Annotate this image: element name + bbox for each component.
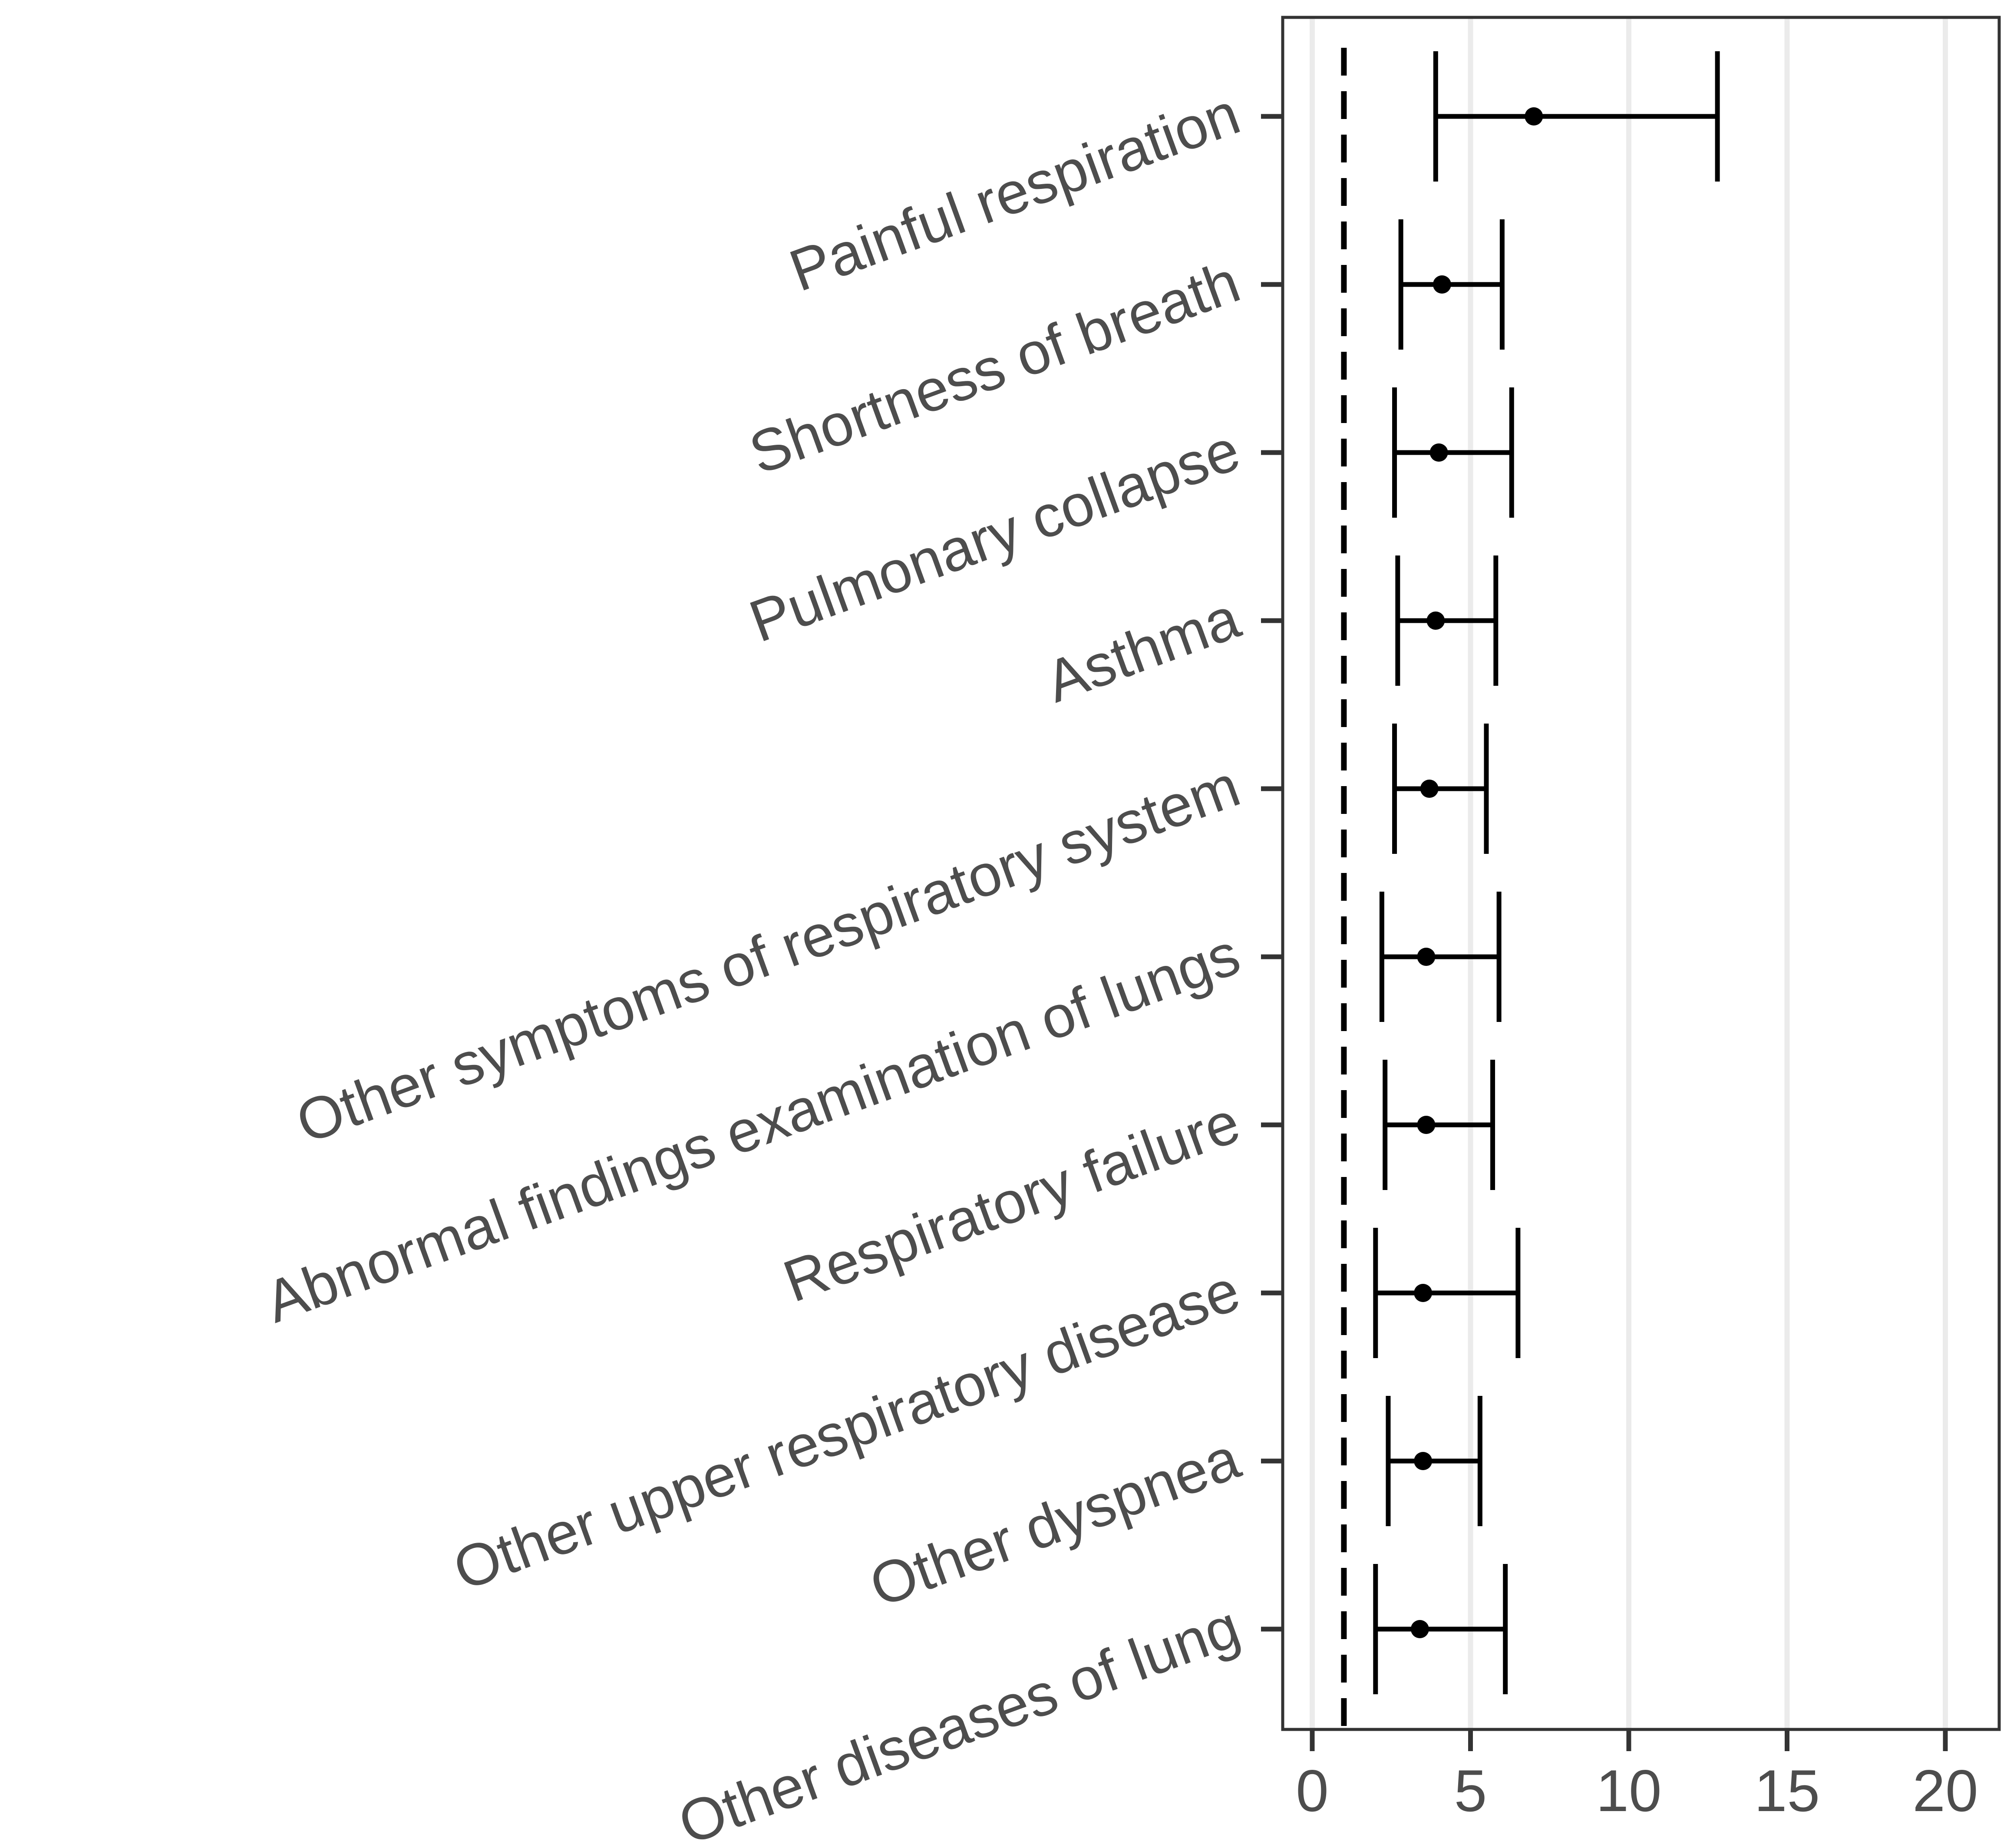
point-estimate-2	[1429, 443, 1448, 462]
point-estimate-6	[1417, 1116, 1436, 1134]
y-tick-label-8: Other dyspnea	[862, 1425, 1248, 1619]
y-tick-label-7: Other upper respiratory disease	[445, 1256, 1248, 1603]
marks-layer	[1373, 51, 1720, 1694]
x-tick-label-1: 5	[1454, 1758, 1487, 1824]
grid-layer	[1310, 17, 1948, 1729]
point-estimate-8	[1414, 1452, 1433, 1470]
point-estimate-0	[1525, 107, 1543, 126]
x-axis: 0 5 10 15 20	[1296, 1729, 1978, 1824]
x-tick-label-0: 0	[1296, 1758, 1329, 1824]
point-estimate-9	[1410, 1620, 1429, 1638]
y-tick-label-9: Other diseases of lung	[670, 1593, 1248, 1846]
y-tick-label-3: Asthma	[1037, 584, 1248, 715]
x-tick-label-3: 15	[1754, 1758, 1820, 1824]
point-estimate-5	[1417, 948, 1436, 966]
point-estimate-3	[1426, 612, 1445, 630]
point-estimate-7	[1414, 1284, 1433, 1302]
point-estimate-1	[1433, 275, 1451, 294]
x-tick-label-2: 10	[1596, 1758, 1661, 1824]
x-tick-label-4: 20	[1912, 1758, 1978, 1824]
panel-border	[1281, 16, 2001, 1731]
point-estimate-4	[1420, 780, 1439, 798]
